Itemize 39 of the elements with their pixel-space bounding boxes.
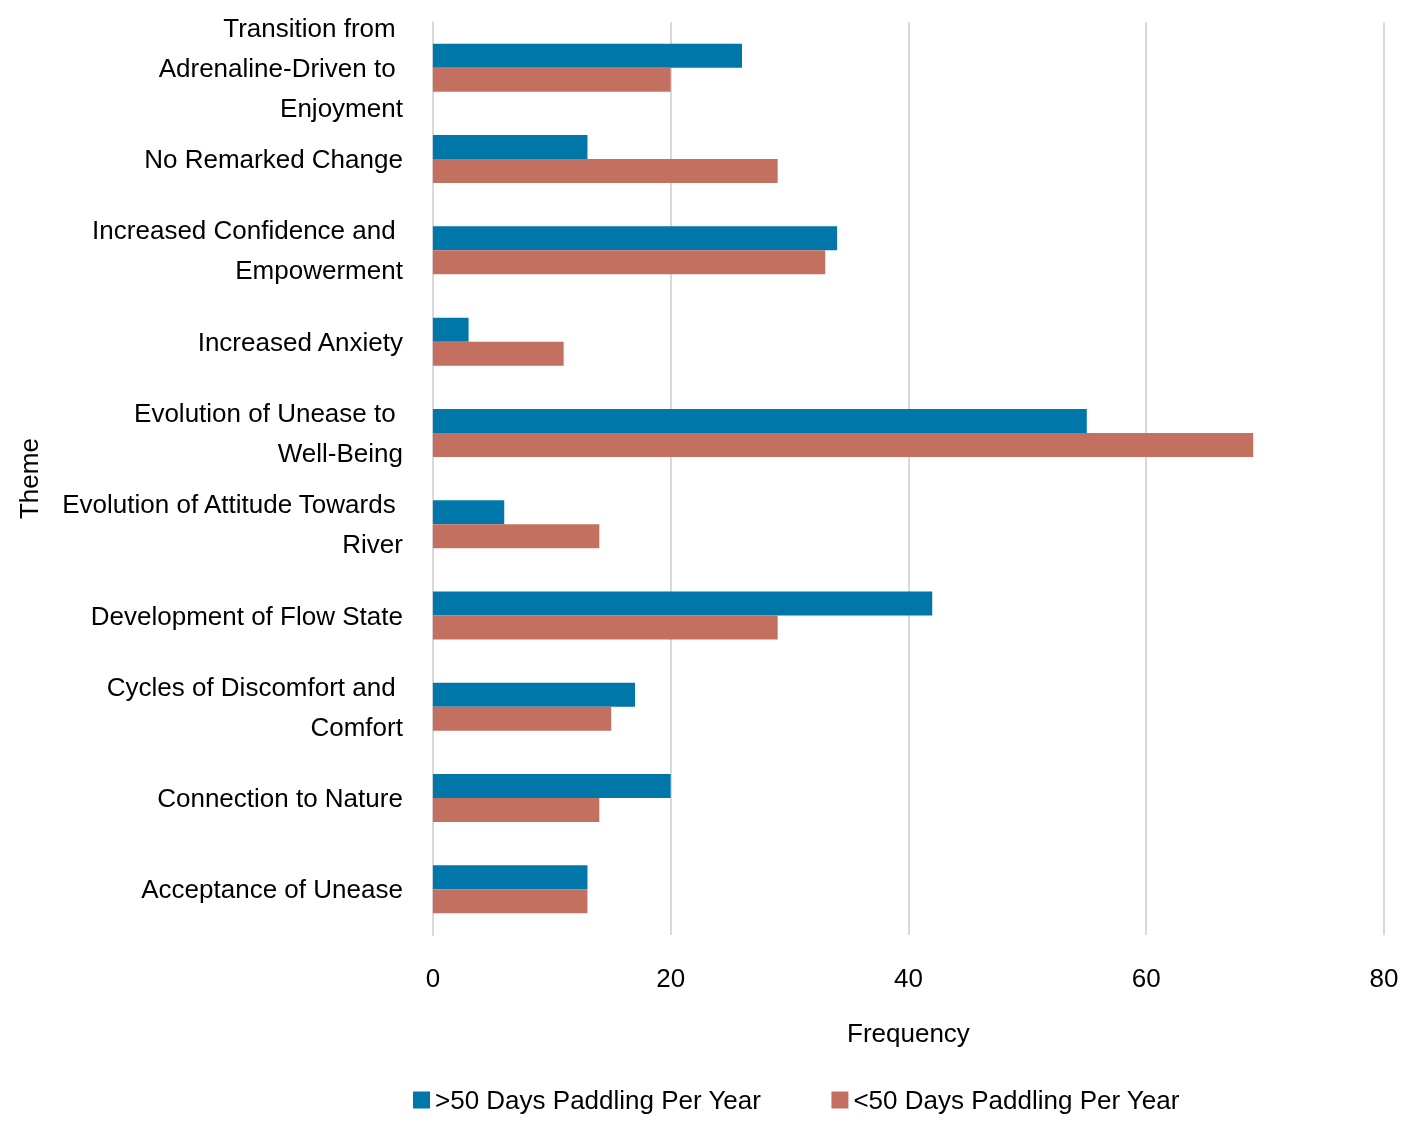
bar <box>432 226 838 251</box>
bar <box>432 432 1254 457</box>
x-tick-label: 0 <box>425 963 441 993</box>
x-tick-label: 60 <box>1131 963 1161 993</box>
x-tick-label: 20 <box>656 963 686 993</box>
x-tick-label: 40 <box>893 963 923 993</box>
bar <box>432 317 469 342</box>
y-tick-label: No Remarked Change <box>144 144 403 175</box>
y-tick-label: Cycles of Discomfort and Comfort <box>106 671 404 742</box>
y-tick-label: Evolution of Attitude Towards River <box>62 489 404 560</box>
bar <box>432 524 600 549</box>
y-tick-label: Acceptance of Unease <box>141 874 403 905</box>
bar <box>432 682 636 707</box>
bar <box>432 500 505 525</box>
y-tick-label: Transition from Adrenaline-Driven to Enjoyment <box>158 12 404 123</box>
bar <box>432 865 588 890</box>
y-tick-label: Evolution of Unease to Well-Being <box>134 397 403 468</box>
bar <box>432 341 564 366</box>
bar <box>432 408 1087 433</box>
x-tick-label: 80 <box>1369 963 1399 993</box>
y-tick-label: Connection to Nature <box>157 783 403 814</box>
legend-label: >50 Days Paddling Per Year <box>435 1085 762 1115</box>
bar <box>432 798 600 823</box>
bar <box>432 135 588 160</box>
y-tick-label: Increased Anxiety <box>197 326 403 357</box>
bar <box>432 774 671 799</box>
y-tick-label: Development of Flow State <box>90 600 403 631</box>
y-axis-title: Theme <box>14 438 44 520</box>
x-axis-title: Frequency <box>847 1018 970 1048</box>
bar <box>432 159 778 184</box>
bar <box>432 706 612 731</box>
legend-label: <50 Days Paddling Per Year <box>853 1085 1180 1115</box>
y-tick-label: Increased Confidence and Empowerment <box>92 215 404 286</box>
bar <box>432 43 743 68</box>
bar <box>432 591 933 616</box>
bar <box>432 889 588 914</box>
bar <box>432 67 671 92</box>
bar <box>432 615 778 640</box>
bar <box>432 250 826 275</box>
